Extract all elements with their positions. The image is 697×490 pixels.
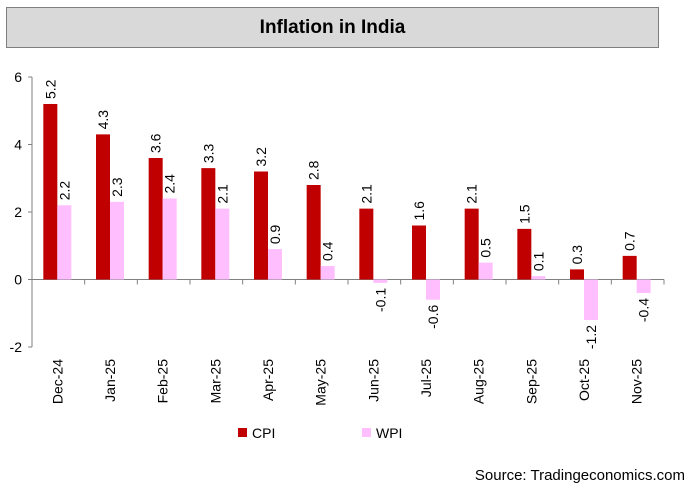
legend-swatch-wpi bbox=[362, 428, 371, 437]
wpi-bar bbox=[531, 276, 546, 280]
wpi-data-label: 0.1 bbox=[530, 251, 546, 271]
cpi-data-label: 1.5 bbox=[516, 204, 532, 224]
cpi-bar bbox=[43, 104, 58, 280]
cpi-data-label: 1.6 bbox=[411, 201, 427, 221]
cpi-bar bbox=[570, 269, 584, 280]
wpi-data-label: 2.2 bbox=[56, 181, 72, 201]
axes: -2 0 2 4 6 Dec-24 Jan-25 Feb-25 Mar-25 Apr-25 May-… bbox=[10, 69, 665, 406]
source-note: Source: Tradingeconomics.com bbox=[474, 467, 685, 484]
x-tick-label: May-25 bbox=[313, 359, 329, 406]
legend: CPI WPI bbox=[238, 425, 402, 441]
x-tick-label: Oct-25 bbox=[576, 359, 592, 401]
cpi-bar bbox=[517, 228, 532, 280]
cpi-bar bbox=[359, 208, 374, 280]
x-tick-label: Dec-24 bbox=[49, 359, 65, 404]
cpi-data-label: 2.1 bbox=[358, 184, 374, 204]
x-tick-label: Jan-25 bbox=[102, 359, 118, 402]
wpi-bar bbox=[110, 201, 124, 280]
y-tick-label: 2 bbox=[14, 204, 22, 220]
cpi-data-label: 2.8 bbox=[306, 160, 322, 180]
cpi-data-label: 3.3 bbox=[200, 143, 216, 163]
wpi-bar bbox=[584, 279, 598, 320]
x-tick-label: Apr-25 bbox=[260, 359, 276, 401]
legend-swatch-cpi bbox=[238, 428, 247, 437]
bars bbox=[43, 104, 651, 320]
y-tick-label: 4 bbox=[14, 137, 22, 153]
wpi-bar bbox=[215, 208, 230, 280]
cpi-data-label: 5.2 bbox=[42, 79, 58, 99]
wpi-data-label: 0.9 bbox=[267, 224, 283, 244]
cpi-data-label: 2.1 bbox=[464, 184, 480, 204]
cpi-data-label: 3.6 bbox=[148, 133, 164, 153]
legend-label-wpi: WPI bbox=[376, 425, 402, 441]
wpi-bar bbox=[426, 279, 440, 300]
y-tick-label: -2 bbox=[10, 339, 23, 355]
cpi-bar bbox=[622, 255, 637, 280]
wpi-bar bbox=[320, 266, 335, 280]
wpi-data-label: -0.4 bbox=[636, 298, 652, 322]
wpi-data-label: 2.1 bbox=[214, 184, 230, 204]
cpi-bar bbox=[201, 168, 216, 280]
wpi-bar bbox=[162, 198, 177, 280]
x-tick-label: Jul-25 bbox=[418, 359, 434, 397]
cpi-data-label: 0.3 bbox=[569, 245, 585, 265]
wpi-data-label: -0.1 bbox=[372, 288, 388, 312]
cpi-data-label: 4.3 bbox=[95, 110, 111, 130]
x-tick-label: Jun-25 bbox=[365, 359, 381, 402]
x-tick-label: Sep-25 bbox=[523, 359, 539, 404]
wpi-data-label: -1.2 bbox=[583, 325, 599, 349]
wpi-bar bbox=[373, 279, 388, 283]
cpi-bar bbox=[412, 225, 426, 280]
wpi-bar bbox=[268, 249, 282, 280]
wpi-data-label: -0.6 bbox=[425, 305, 441, 329]
y-tick-label: 0 bbox=[14, 272, 22, 288]
cpi-bar bbox=[148, 158, 163, 280]
cpi-bar bbox=[464, 208, 479, 280]
chart-title: Inflation in India bbox=[6, 7, 659, 48]
wpi-bar bbox=[478, 262, 493, 280]
bar-chart: -2 0 2 4 6 Dec-24 Jan-25 Feb-25 Mar-25 Apr-25 May-… bbox=[10, 69, 665, 441]
x-tick-label: Feb-25 bbox=[155, 359, 171, 404]
wpi-data-label: 2.3 bbox=[109, 177, 125, 197]
cpi-data-label: 0.7 bbox=[622, 231, 638, 251]
wpi-data-label: 0.5 bbox=[478, 238, 494, 258]
data-labels: 5.2 4.3 3.6 3.3 3.2 2.8 2.1 1.6 2.1 1.5 0.3 0.7 2.2 2… bbox=[42, 79, 651, 349]
x-tick-label: Nov-25 bbox=[629, 359, 645, 404]
cpi-bar bbox=[254, 171, 268, 280]
wpi-bar bbox=[636, 279, 651, 293]
wpi-data-label: 2.4 bbox=[162, 174, 178, 194]
x-tick-label: Aug-25 bbox=[471, 359, 487, 404]
cpi-data-label: 3.2 bbox=[253, 147, 269, 167]
cpi-bar bbox=[306, 185, 321, 280]
wpi-bar bbox=[57, 205, 72, 280]
legend-label-cpi: CPI bbox=[252, 425, 275, 441]
x-tick-label: Mar-25 bbox=[207, 359, 223, 404]
cpi-bar bbox=[96, 134, 110, 280]
wpi-data-label: 0.4 bbox=[320, 241, 336, 261]
y-tick-label: 6 bbox=[14, 69, 22, 85]
